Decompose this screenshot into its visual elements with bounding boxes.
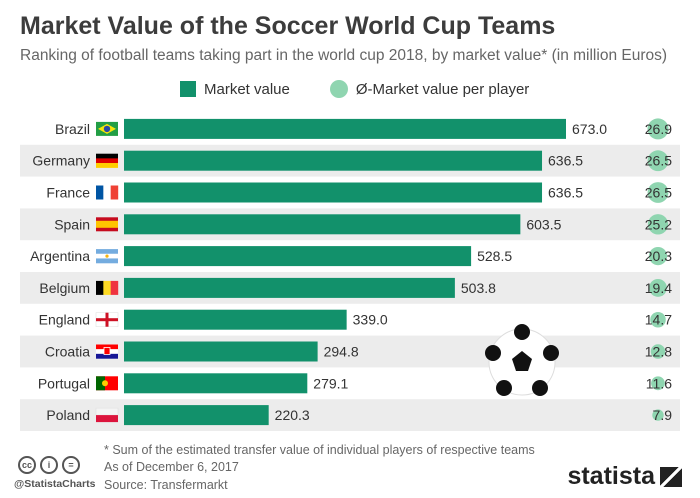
category-label: Germany <box>32 153 90 169</box>
row-band <box>20 399 680 431</box>
bar <box>124 150 543 171</box>
bar-value-label: 636.5 <box>548 153 583 169</box>
nd-icon: = <box>62 456 80 474</box>
cc-icon: cc <box>18 456 36 474</box>
category-label: Argentina <box>30 248 90 264</box>
flag-icon-germany <box>96 153 118 168</box>
per-player-dot <box>652 409 664 421</box>
per-player-value-label: 25.2 <box>645 216 672 232</box>
per-player-value-label: 14.7 <box>645 312 672 328</box>
statista-logo[interactable]: statista <box>567 462 682 491</box>
per-player-dot <box>648 246 668 266</box>
per-player-dot <box>651 376 665 391</box>
date-note: As of December 6, 2017 <box>104 460 239 474</box>
bar <box>124 246 472 267</box>
flag-icon-croatia <box>96 344 118 359</box>
by-icon: i <box>40 456 58 474</box>
bar-value-label: 528.5 <box>477 248 512 264</box>
category-label: Poland <box>46 407 90 423</box>
per-player-value-label: 26.9 <box>645 121 672 137</box>
legend-label-market-value: Market value <box>204 80 290 98</box>
bar-value-label: 636.5 <box>548 185 583 201</box>
flag-icon-poland <box>95 407 119 423</box>
bar-value-label: 220.3 <box>275 407 310 423</box>
category-label: Spain <box>54 216 90 232</box>
category-label: Portugal <box>38 375 90 391</box>
bar-value-label: 294.8 <box>324 344 359 360</box>
bar-value-label: 339.0 <box>353 312 388 328</box>
per-player-value-label: 7.9 <box>653 407 673 423</box>
bar <box>124 373 308 394</box>
twitter-handle: @StatistaCharts <box>14 478 96 490</box>
flag-icon-argentina <box>96 249 118 264</box>
category-label: France <box>46 185 90 201</box>
category-label: England <box>39 312 90 328</box>
footnote: * Sum of the estimated transfer value of… <box>104 443 535 457</box>
legend-label-per-player: Ø-Market value per player <box>355 80 530 98</box>
bar <box>124 405 269 426</box>
bar-value-label: 279.1 <box>313 375 348 391</box>
per-player-dot <box>649 278 667 297</box>
flag-icon-england <box>95 312 119 327</box>
flag-icon-france <box>96 185 119 200</box>
per-player-dot <box>650 311 666 328</box>
bar <box>124 277 455 298</box>
flag-icon-brazil <box>96 121 118 136</box>
bar <box>124 118 566 139</box>
bar-value-label: 503.8 <box>461 280 496 296</box>
flag-icon-spain <box>96 217 118 232</box>
bar-value-label: 603.5 <box>526 216 561 232</box>
bar <box>124 182 543 203</box>
cc-license-icons: cc i = <box>18 456 80 474</box>
source-note: Source: Transfermarkt <box>104 478 228 492</box>
per-player-value-label: 26.5 <box>645 185 672 201</box>
per-player-value-label: 11.6 <box>646 375 672 391</box>
category-label: Croatia <box>45 344 90 360</box>
per-player-value-label: 12.8 <box>645 344 672 360</box>
logo-text: statista <box>567 462 655 490</box>
per-player-value-label: 26.5 <box>645 153 672 169</box>
bar <box>124 309 347 330</box>
legend-swatch-per-player <box>329 80 348 98</box>
category-label: Belgium <box>39 280 90 296</box>
category-label: Brazil <box>55 121 90 137</box>
bar <box>124 214 521 235</box>
bar-chart: Brazil 673.0 26.9 Germany 636.5 26.5 France 636… <box>20 118 680 431</box>
per-player-value-label: 19.4 <box>645 280 672 296</box>
soccer-ball-icon <box>485 324 559 396</box>
per-player-dot <box>650 344 666 359</box>
chart-title: Market Value of the Soccer World Cup Tea… <box>20 12 556 40</box>
legend: Market value Ø-Market value per player <box>180 80 529 98</box>
chart-subtitle: Ranking of football teams taking part in… <box>20 47 668 64</box>
per-player-dot <box>647 118 669 140</box>
legend-swatch-market-value <box>180 81 196 97</box>
bar <box>124 341 318 362</box>
flag-icon-portugal <box>96 376 118 391</box>
per-player-dot <box>647 182 669 203</box>
logo-mark-icon <box>660 466 682 487</box>
per-player-dot <box>647 150 669 172</box>
bar-value-label: 673.0 <box>572 121 607 137</box>
per-player-dot <box>647 214 669 235</box>
flag-icon-belgium <box>96 280 119 295</box>
per-player-value-label: 20.3 <box>645 248 672 264</box>
